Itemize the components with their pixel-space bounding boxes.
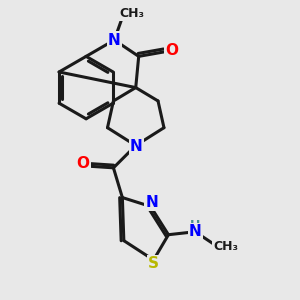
Text: S: S [148, 256, 159, 271]
Text: O: O [165, 43, 178, 58]
Text: CH₃: CH₃ [119, 7, 144, 20]
Text: N: N [189, 224, 202, 239]
Text: O: O [76, 156, 89, 171]
Text: CH₃: CH₃ [213, 240, 238, 253]
Text: N: N [130, 139, 143, 154]
Text: N: N [108, 32, 121, 47]
Text: H: H [189, 219, 200, 232]
Text: N: N [146, 194, 158, 209]
